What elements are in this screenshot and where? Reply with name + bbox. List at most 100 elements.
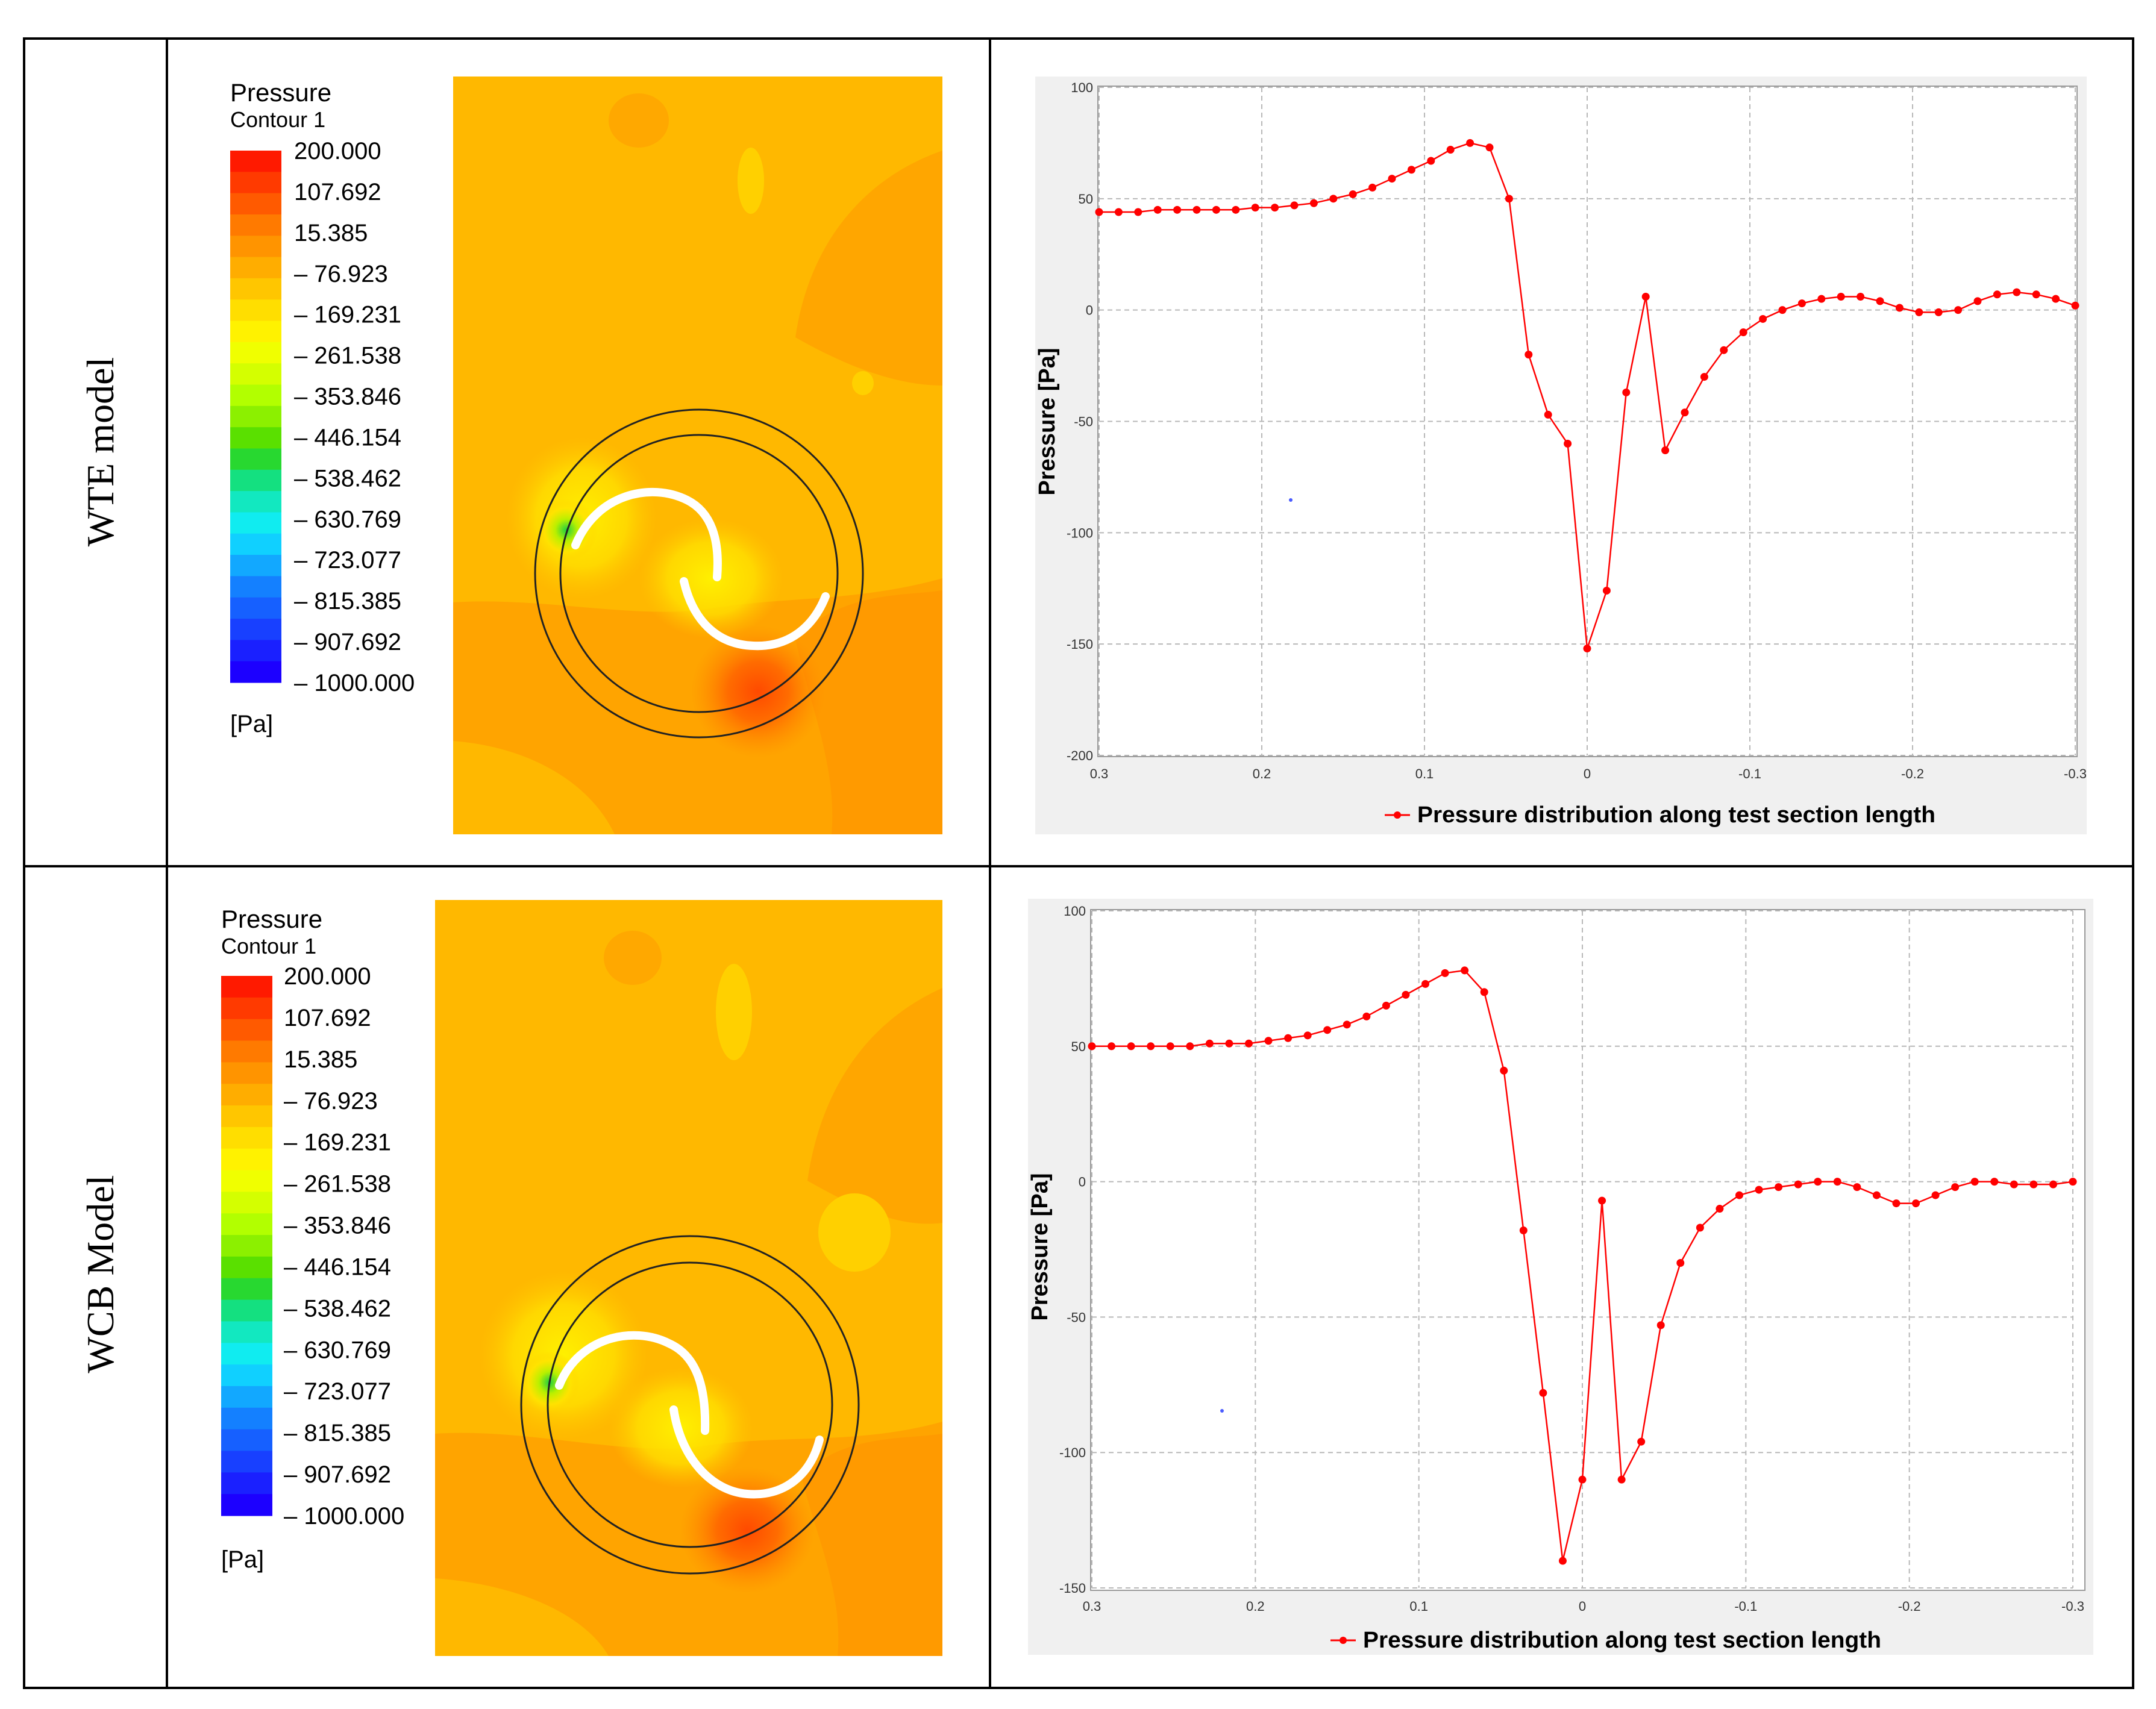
data-point <box>1895 304 1904 312</box>
data-point <box>1095 208 1103 216</box>
data-point <box>1192 205 1201 214</box>
y-tick-label: -150 <box>1067 637 1093 652</box>
colorbar-band <box>230 193 281 215</box>
data-point <box>1735 1191 1743 1199</box>
y-tick-label: -200 <box>1067 748 1093 763</box>
table-grid <box>23 37 2134 1689</box>
colorbar-tick-label: – 815.385 <box>284 1420 391 1446</box>
data-point <box>1186 1042 1194 1051</box>
contour-region-upper-right <box>795 151 942 386</box>
data-point <box>1681 408 1689 417</box>
colorbar-band <box>221 1451 272 1473</box>
row-label-wte: WTE model <box>79 357 122 547</box>
data-point <box>1108 1042 1116 1051</box>
colorbar-band <box>221 1364 272 1387</box>
colorbar-band <box>221 1256 272 1279</box>
data-point <box>1232 205 1240 214</box>
colorbar-tick-label: – 446.154 <box>284 1254 391 1280</box>
data-point <box>1778 306 1787 314</box>
colorbar-tick-label: – 169.231 <box>294 302 401 328</box>
colorbar-tick-label: 15.385 <box>284 1046 357 1073</box>
data-point <box>1990 1178 1999 1186</box>
colorbar-band <box>221 1192 272 1214</box>
colorbar-tick-label: – 1000.000 <box>294 670 415 696</box>
data-point <box>2010 1180 2018 1189</box>
colorbar-tick-label: – 630.769 <box>294 506 401 533</box>
data-point <box>1837 292 1845 301</box>
data-point <box>1114 208 1123 216</box>
x-tick-label: 0.1 <box>1409 1599 1428 1614</box>
data-point <box>1892 1199 1901 1208</box>
x-tick-label: -0.2 <box>1901 766 1924 781</box>
colorbar-band <box>221 1278 272 1301</box>
data-point <box>1505 195 1513 203</box>
colorbar-band <box>221 1299 272 1322</box>
data-point <box>1244 1039 1253 1048</box>
x-tick-label: 0.2 <box>1253 766 1271 781</box>
colorbar-tick-label: – 169.231 <box>284 1129 391 1156</box>
colorbar-band <box>221 1235 272 1257</box>
data-point <box>1759 314 1767 323</box>
data-point <box>1661 446 1670 455</box>
colorbar-tick-label: – 907.692 <box>284 1461 391 1488</box>
data-point <box>1427 157 1435 165</box>
pressure-contour-wcb <box>435 900 942 1656</box>
data-point <box>1954 306 1963 314</box>
colorbar-band <box>221 1062 272 1084</box>
data-point <box>1700 373 1708 381</box>
colorbar-band <box>230 640 281 662</box>
x-tick-label: 0 <box>1579 1599 1586 1614</box>
pressure-series <box>1088 966 2077 1565</box>
data-point <box>1212 205 1220 214</box>
stray-point <box>1289 498 1293 502</box>
data-point <box>1833 1178 1841 1186</box>
legend-title: Pressure <box>221 905 322 933</box>
colorbar-band <box>221 1386 272 1408</box>
data-point <box>1173 205 1182 214</box>
data-point <box>1271 204 1279 212</box>
colorbar-tick-label: – 353.846 <box>294 384 401 410</box>
y-tick-label: -100 <box>1067 525 1093 540</box>
data-point <box>1088 1042 1096 1051</box>
colorbar-band <box>221 1148 272 1171</box>
legend-label: Pressure distribution along test section… <box>1417 802 1935 828</box>
data-point <box>1362 1012 1371 1020</box>
legend-label: Pressure distribution along test section… <box>1363 1628 1881 1653</box>
colorbar-band <box>221 1213 272 1236</box>
data-point <box>1323 1026 1332 1034</box>
rotor-blade-left <box>555 1331 710 1435</box>
colorbar-tick-label: – 538.462 <box>294 465 401 492</box>
legend-subtitle: Contour 1 <box>221 934 316 958</box>
x-tick-label: 0.1 <box>1415 766 1434 781</box>
y-tick-label: -150 <box>1059 1581 1086 1596</box>
x-tick-label: -0.2 <box>1898 1599 1921 1614</box>
rotor-blade-right <box>680 577 830 651</box>
colorbar-band <box>230 299 281 322</box>
data-point <box>1934 308 1943 316</box>
colorbar-tick-label: – 353.846 <box>284 1213 391 1239</box>
colorbar-band <box>230 236 281 258</box>
colorbar-tick-label: – 76.923 <box>284 1088 378 1114</box>
colorbar-band <box>230 661 281 683</box>
contour-blob-yellow-top <box>738 148 764 214</box>
y-tick-labels: 100 50 0 -50 -100 -150 -200 <box>1067 80 1093 763</box>
data-point <box>1485 143 1494 152</box>
x-tick-label: 0.3 <box>1083 1599 1102 1614</box>
data-point <box>1368 183 1377 192</box>
contour-blob-yellow-top <box>716 964 752 1060</box>
legend-marker <box>1394 811 1401 819</box>
data-point <box>1617 1475 1626 1484</box>
data-point <box>1876 297 1884 305</box>
data-point <box>1466 139 1474 147</box>
stray-point <box>1220 1409 1224 1413</box>
data-point <box>1421 979 1430 988</box>
data-point <box>1857 292 1865 301</box>
colorbar-tick-label: – 723.077 <box>294 547 401 573</box>
data-point <box>1720 346 1728 354</box>
data-point <box>1251 204 1259 212</box>
data-point <box>1407 166 1415 174</box>
colorbar-band <box>230 384 281 407</box>
colorbar-band <box>230 405 281 428</box>
colorbar-band <box>221 1105 272 1128</box>
